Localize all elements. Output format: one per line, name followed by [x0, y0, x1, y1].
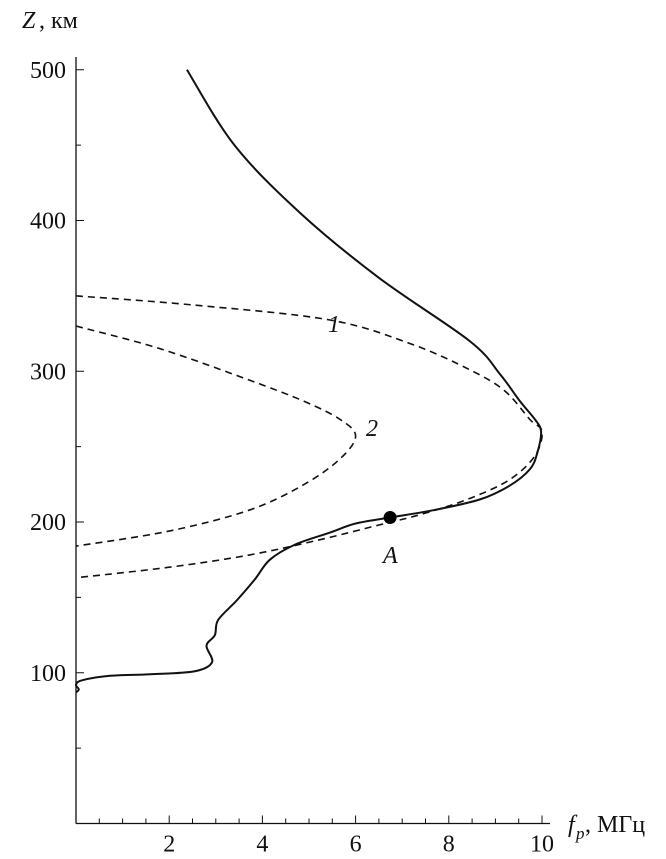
y-tick-label: 400	[30, 209, 66, 235]
series-dashed-2	[75, 325, 357, 547]
series-dashed-1	[75, 295, 543, 579]
y-axis-label-unit: , км	[39, 8, 78, 34]
curves	[74, 69, 543, 694]
x-axis-label-unit: , МГц	[585, 812, 645, 838]
x-tick-label: 10	[530, 832, 554, 858]
marker-point-a	[383, 510, 397, 524]
x-tick-label: 8	[443, 832, 455, 858]
series-solid-profile	[74, 69, 543, 694]
y-tick-label: 500	[30, 58, 66, 84]
curve-label-1: 1	[328, 312, 340, 338]
axes: 2 4 6 8 10 100 200 300 400 500	[30, 57, 554, 858]
x-tick-label: 2	[163, 832, 175, 858]
x-tick-label: 6	[350, 832, 362, 858]
x-axis-label-sub: p	[575, 824, 585, 843]
x-axis-label-var: f	[568, 812, 578, 838]
y-tick-label: 100	[30, 661, 66, 687]
y-tick-label: 300	[30, 359, 66, 385]
x-tick-label: 4	[256, 832, 268, 858]
curve-label-2: 2	[366, 416, 378, 442]
marker-label-a: A	[381, 543, 398, 569]
y-tick-label: 200	[30, 510, 66, 536]
y-axis-label-var: Z	[22, 8, 36, 34]
